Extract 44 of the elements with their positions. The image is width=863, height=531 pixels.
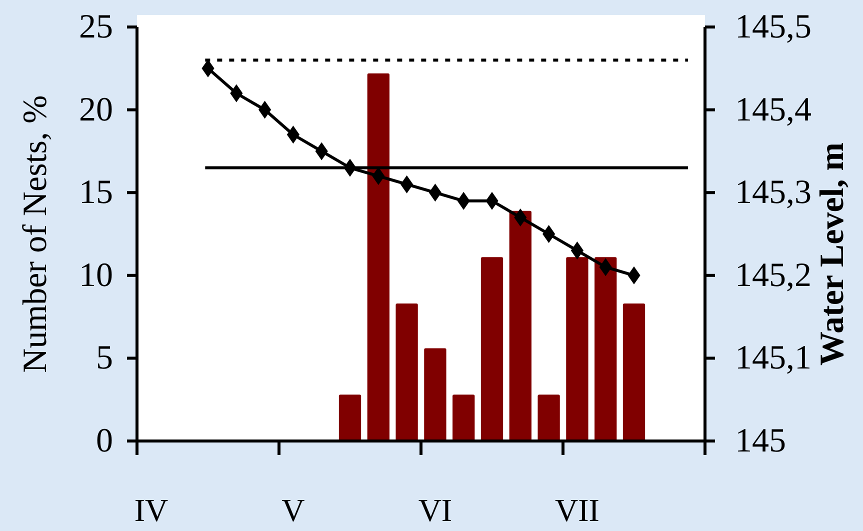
y-tick-label: 10	[79, 256, 113, 294]
y2-tick-label: 145,5	[735, 8, 812, 46]
y-axis-title: Number of Nests, %	[17, 95, 54, 373]
y-tick-label: 15	[79, 174, 113, 212]
y-tick-label: 0	[96, 422, 113, 460]
y2-axis-title: Water Level, m	[814, 142, 851, 366]
bar	[594, 257, 617, 441]
x-tick-label: VI	[418, 492, 452, 528]
y2-tick-label: 145,2	[735, 256, 812, 294]
bar	[424, 348, 446, 441]
point	[372, 167, 385, 186]
point	[457, 192, 470, 210]
bar	[622, 304, 646, 441]
y-tick-label: 20	[79, 91, 113, 128]
point	[542, 225, 556, 243]
y2-tick-label: 145,1	[735, 340, 812, 377]
bar	[452, 394, 475, 441]
y2-tick-label: 145	[735, 422, 786, 460]
bar	[509, 210, 532, 441]
point	[315, 142, 328, 160]
bar	[480, 257, 504, 441]
point	[599, 258, 612, 276]
point	[486, 192, 498, 210]
bar	[338, 394, 362, 441]
point	[570, 242, 584, 260]
point	[258, 100, 272, 119]
bar	[538, 394, 560, 441]
point	[344, 158, 356, 177]
y-tick-label: 25	[79, 8, 113, 46]
y-tick-label: 5	[96, 340, 113, 377]
point	[628, 266, 640, 284]
bar	[396, 304, 418, 441]
bar	[367, 73, 390, 441]
x-tick-label: IV	[134, 492, 168, 528]
point	[286, 126, 300, 144]
y2-tick-label: 145,4	[735, 91, 812, 128]
bar	[566, 257, 588, 441]
point	[514, 208, 527, 226]
point	[400, 175, 414, 194]
x-tick-label: VII	[554, 492, 600, 528]
y2-tick-label: 145,3	[735, 174, 812, 212]
point	[428, 184, 442, 202]
x-tick-label: V	[282, 492, 305, 528]
point	[230, 84, 243, 102]
